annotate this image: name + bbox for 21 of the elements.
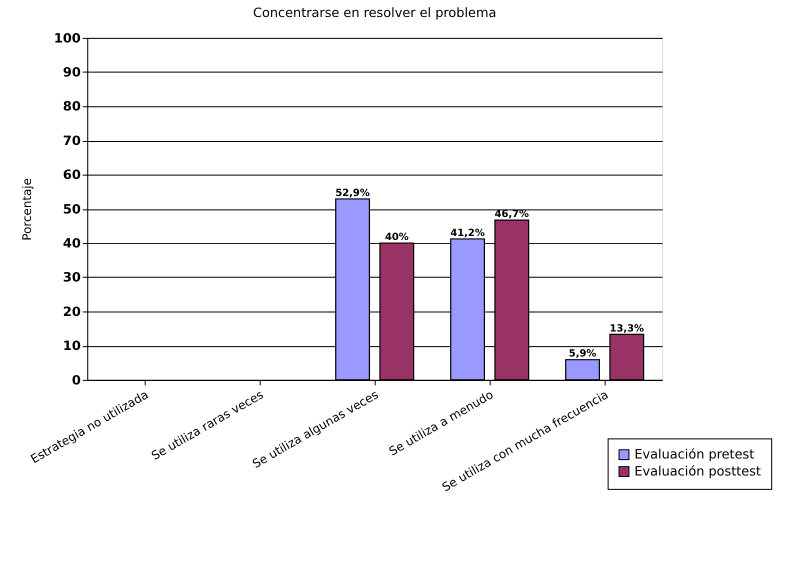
y-tick-label: 90 bbox=[62, 66, 81, 81]
y-tick-label: 0 bbox=[72, 373, 81, 388]
data-label: 5,9% bbox=[568, 348, 596, 360]
data-label: 46,7% bbox=[494, 209, 530, 220]
y-tick-label: 40 bbox=[62, 236, 81, 252]
y-tick-label: 20 bbox=[62, 304, 81, 320]
y-tick-label: 30 bbox=[62, 270, 81, 286]
data-label: 52,9% bbox=[335, 188, 370, 199]
data-label: 40% bbox=[384, 232, 409, 244]
legend-label: Evaluación pretest bbox=[634, 448, 754, 463]
y-tick-label: 100 bbox=[54, 31, 81, 46]
y-axis-title: Porcentaje bbox=[20, 178, 34, 241]
y-tick-label: 70 bbox=[62, 134, 81, 149]
y-tick-label: 60 bbox=[62, 168, 81, 184]
data-label: 13,3% bbox=[610, 323, 644, 334]
y-tick-label: 80 bbox=[62, 100, 81, 115]
y-tick-label: 50 bbox=[62, 202, 81, 218]
data-label: 41,2% bbox=[450, 228, 485, 239]
legend-label: Evaluación posttest bbox=[634, 464, 761, 480]
y-tick-label: 10 bbox=[62, 339, 81, 354]
chart-title: Concentrarse en resolver el problema bbox=[252, 6, 496, 22]
